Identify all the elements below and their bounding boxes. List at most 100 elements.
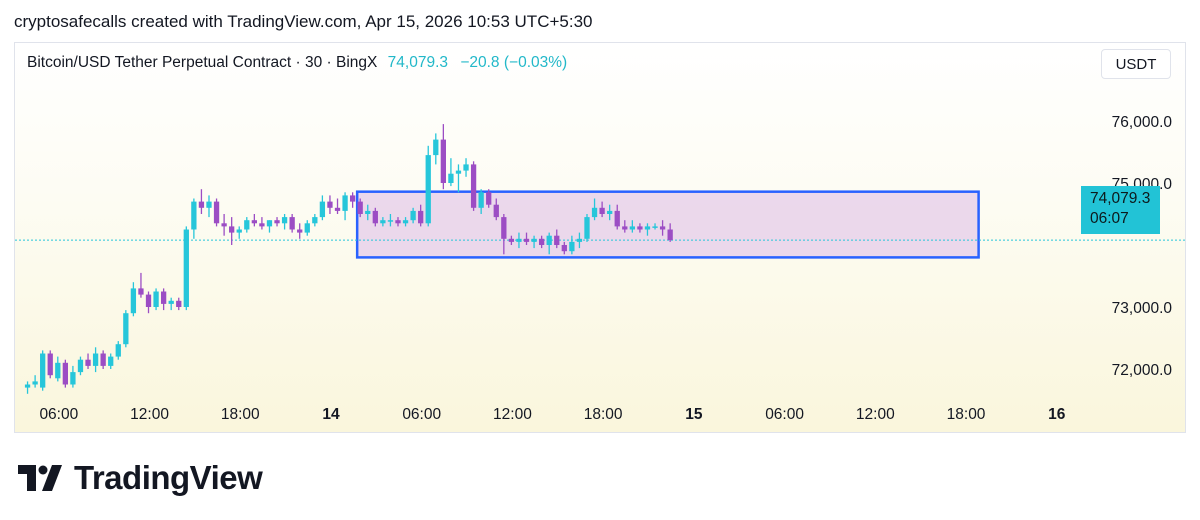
x-tick-label: 12:00 xyxy=(493,406,532,423)
candle xyxy=(493,198,499,221)
candle-body xyxy=(501,217,507,239)
candle-body xyxy=(418,210,424,224)
candle xyxy=(130,282,137,317)
candle xyxy=(213,198,220,227)
x-tick-label: 15 xyxy=(685,406,703,423)
candle-body xyxy=(206,201,212,208)
candle-body xyxy=(183,229,189,307)
candle xyxy=(138,272,144,298)
candle xyxy=(659,220,666,236)
candle-body xyxy=(523,238,530,242)
candle-body xyxy=(130,288,137,314)
candle-body xyxy=(297,229,303,233)
candle xyxy=(198,189,205,214)
x-tick-label: 12:00 xyxy=(856,406,895,423)
candle xyxy=(85,353,91,369)
candle xyxy=(637,223,643,233)
candle-body xyxy=(448,173,454,183)
candle-body xyxy=(387,220,394,222)
currency-button[interactable]: USDT xyxy=(1101,49,1171,79)
candle xyxy=(546,232,552,255)
candle xyxy=(40,350,46,391)
candle-body xyxy=(591,207,598,218)
candle-body xyxy=(463,164,469,171)
candle-body xyxy=(115,344,121,357)
candle-body xyxy=(538,238,545,245)
candle-body xyxy=(584,217,590,239)
candle xyxy=(478,189,484,214)
candle-body xyxy=(319,201,326,218)
candle xyxy=(644,223,651,236)
candle-body xyxy=(198,201,205,208)
candle xyxy=(486,189,492,208)
candle xyxy=(327,195,333,214)
y-tick-label: 76,000.0 xyxy=(1112,114,1173,131)
candle-body xyxy=(123,313,129,345)
candle xyxy=(334,198,341,214)
candle xyxy=(402,217,409,227)
candle-body xyxy=(508,238,515,242)
candle-body xyxy=(289,217,295,230)
symbol-header: Bitcoin/USD Tether Perpetual Contract · … xyxy=(27,54,567,72)
y-tick-label: 72,000.0 xyxy=(1112,362,1173,379)
range-zone-box[interactable] xyxy=(355,190,980,259)
candle-body xyxy=(342,195,348,211)
candle xyxy=(77,356,84,376)
candle xyxy=(516,232,522,249)
candle-body xyxy=(334,207,341,211)
candle xyxy=(410,207,416,224)
candle-body xyxy=(410,210,416,221)
candle-body xyxy=(644,226,651,230)
candle xyxy=(108,353,114,369)
candle xyxy=(357,198,363,218)
candle-body xyxy=(70,372,76,385)
candle xyxy=(599,201,605,218)
price-tag-value: 74,079.3 xyxy=(1090,190,1151,207)
candle-body xyxy=(493,204,499,218)
candle xyxy=(304,220,310,236)
candle-body xyxy=(327,201,333,208)
candle xyxy=(591,198,598,221)
candle xyxy=(508,235,515,245)
candlestick-plot[interactable]: 72,000.073,000.075,000.076,000.0 06:00 12… xyxy=(15,43,1185,432)
candle-body xyxy=(47,353,53,376)
candle xyxy=(395,217,401,227)
candle-body xyxy=(629,226,635,230)
candle-body xyxy=(607,210,613,214)
candle-body xyxy=(561,245,567,252)
candle-body xyxy=(365,210,371,214)
tradingview-logo[interactable]: TradingView xyxy=(18,458,263,498)
candle xyxy=(440,124,446,190)
candle-body xyxy=(229,226,235,233)
candle xyxy=(160,288,167,311)
candle-body xyxy=(191,201,197,230)
candle-body xyxy=(153,291,159,307)
candle xyxy=(523,232,530,245)
candle-body xyxy=(478,192,484,208)
candle-body xyxy=(62,362,68,385)
candle-body xyxy=(569,241,575,252)
candle-body xyxy=(433,139,439,156)
candle-body xyxy=(213,201,220,224)
candle xyxy=(455,164,462,193)
candle-body xyxy=(516,238,522,242)
candle xyxy=(123,310,129,348)
candle xyxy=(319,195,326,221)
x-tick-label: 16 xyxy=(1048,406,1066,423)
tradingview-logo-icon xyxy=(18,465,62,491)
candle xyxy=(463,158,469,177)
candle xyxy=(629,220,635,233)
chart-panel[interactable]: 72,000.0 73,000.0 75,000.0 76,000.0 06:00 12… xyxy=(14,42,1186,433)
candle xyxy=(365,204,371,221)
candle-body xyxy=(395,220,401,224)
candle xyxy=(70,365,76,388)
candle-body xyxy=(108,356,114,366)
x-tick-label: 14 xyxy=(322,406,340,423)
candle xyxy=(584,214,590,242)
candle-body xyxy=(349,195,356,202)
candle-body xyxy=(251,220,257,224)
candle xyxy=(229,217,235,245)
candle xyxy=(607,204,613,221)
candle xyxy=(538,235,545,249)
candle-body xyxy=(168,300,174,304)
